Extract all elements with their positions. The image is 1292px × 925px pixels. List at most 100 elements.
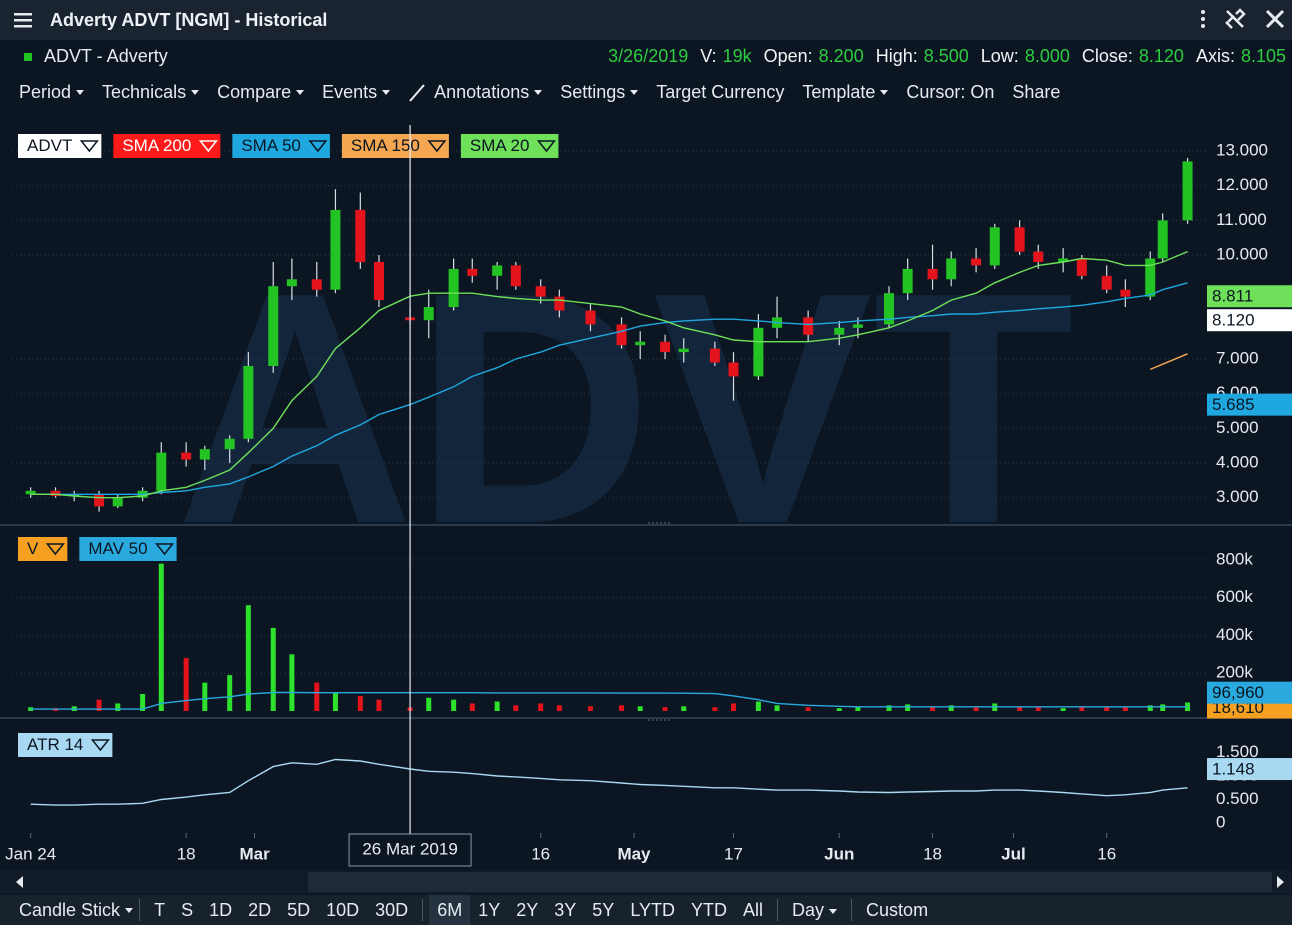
candle-body [25, 490, 36, 495]
volume-bar [905, 704, 911, 711]
candle-body [678, 348, 689, 353]
scroll-left[interactable] [10, 870, 30, 894]
quote-date: 3/26/2019 [608, 46, 689, 66]
menu-icon[interactable] [14, 12, 34, 28]
legend-chip[interactable]: ADVT [18, 134, 102, 158]
range-button[interactable]: 5D [287, 900, 311, 920]
y-tick-label: 0.500 [1216, 789, 1259, 808]
range-button[interactable]: 6M [429, 895, 471, 925]
value-flag-label: 5.685 [1212, 395, 1255, 414]
menu-label: Events [322, 81, 378, 102]
candle-body [1076, 258, 1087, 276]
volume-bar [855, 707, 861, 711]
menu-item[interactable]: Template [802, 82, 889, 103]
range-button[interactable]: 2D [248, 900, 272, 920]
menu-item[interactable]: Cursor: On [906, 82, 994, 103]
legend-chip[interactable]: MAV 50 [79, 537, 177, 561]
x-tick-label: 17 [724, 844, 743, 863]
legend-chip[interactable]: SMA 200 [113, 134, 221, 158]
range-button[interactable]: T [154, 900, 166, 920]
candle-body [510, 265, 521, 287]
volume-bar [948, 705, 954, 711]
menu-item[interactable]: Target Currency [656, 82, 784, 103]
volume-bar [270, 627, 276, 711]
range-button[interactable]: 1D [209, 900, 233, 920]
legend-label: V [27, 539, 39, 558]
cursor-label-bg [348, 833, 472, 867]
legend-chip[interactable]: V [18, 537, 68, 561]
bottom-bar: Candle Stick T S 1D 2D 5D 10D 30D 6M 1Y … [0, 895, 1292, 925]
candle-body [355, 209, 366, 262]
more-icon[interactable] [1200, 8, 1206, 30]
volume-bar [930, 706, 936, 711]
field-value: 19k [722, 46, 752, 66]
menu-label: Share [1012, 81, 1061, 102]
volume-bar [637, 706, 643, 711]
menu-item[interactable]: Annotations [408, 82, 543, 103]
candle-body [660, 341, 671, 353]
range-button[interactable]: 30D [375, 900, 409, 920]
info-bar: ADVT - Adverty 3/26/2019 V: 19k Open: 8.20… [0, 40, 1292, 73]
menu-item[interactable]: Settings [560, 82, 639, 103]
legend-chip-bg [113, 134, 221, 158]
candle-body [268, 286, 279, 366]
range-button[interactable]: 10D [326, 900, 360, 920]
y-tick-label: 600k [1216, 587, 1253, 606]
y-tick-label: 10.000 [1216, 245, 1268, 264]
candle-body [286, 279, 297, 287]
interval[interactable]: Day [784, 895, 845, 925]
legend-chip[interactable]: ATR 14 [18, 733, 113, 757]
volume-bar [1147, 705, 1153, 711]
y-tick-label: 4.000 [1216, 453, 1259, 472]
x-tick-label: Jun [824, 844, 854, 863]
candle-body [616, 324, 627, 346]
y-tick-label: 13.000 [1216, 140, 1268, 159]
x-tick-label: 18 [923, 844, 942, 863]
volume-bar [469, 703, 475, 711]
y-tick-label: 3.000 [1216, 487, 1259, 506]
unlink-icon[interactable] [1224, 8, 1246, 30]
scroll-right[interactable] [1270, 870, 1290, 894]
range-button[interactable]: 2Y [516, 900, 539, 920]
watermark: ADVT [176, 223, 1074, 592]
y-tick-label: 0 [1216, 812, 1225, 831]
range-button[interactable]: LYTD [630, 900, 676, 920]
menu-item[interactable]: Period [19, 82, 85, 103]
legend-chip[interactable]: SMA 50 [232, 134, 330, 158]
volume-bar [494, 701, 500, 711]
volume-bar [245, 605, 251, 711]
custom-button[interactable]: Custom [866, 900, 929, 920]
menu-item[interactable]: Compare [217, 82, 305, 103]
range-button[interactable]: YTD [691, 900, 728, 920]
candle-body [330, 209, 341, 290]
scroll-thumb[interactable] [308, 872, 1272, 892]
volume-bar [805, 707, 811, 711]
legend-chip[interactable]: SMA 20 [460, 134, 559, 158]
volume-bar [1122, 707, 1128, 711]
range-button[interactable]: S [181, 900, 194, 920]
y-tick-label: 800k [1216, 549, 1253, 568]
candle-body [1145, 258, 1156, 297]
volume-bar [1104, 706, 1110, 711]
chart-style[interactable]: Candle Stick [19, 900, 134, 921]
value-flag-label: 96,960 [1212, 683, 1264, 702]
y-tick-label: 400k [1216, 625, 1253, 644]
range-button[interactable]: 5Y [592, 900, 615, 920]
legend-label: MAV 50 [88, 539, 147, 558]
range-button[interactable]: 3Y [554, 900, 577, 920]
scrollbar[interactable] [0, 870, 1292, 894]
legend-chip[interactable]: SMA 150 [341, 134, 449, 158]
menu-item[interactable]: Share [1012, 82, 1060, 103]
indicator-line [1149, 353, 1188, 371]
menu-item[interactable]: Events [322, 81, 391, 103]
menu-item[interactable]: Technicals [102, 82, 200, 103]
range-button[interactable]: 1Y [478, 900, 501, 920]
y-tick-label: 5.000 [1216, 418, 1259, 437]
close-icon[interactable] [1264, 8, 1286, 30]
volume-bar [289, 654, 295, 711]
range-button[interactable]: All [743, 900, 764, 920]
candle-body [50, 490, 61, 496]
legend-dropdown [155, 543, 175, 556]
value-flag-label: 8.120 [1212, 311, 1255, 330]
